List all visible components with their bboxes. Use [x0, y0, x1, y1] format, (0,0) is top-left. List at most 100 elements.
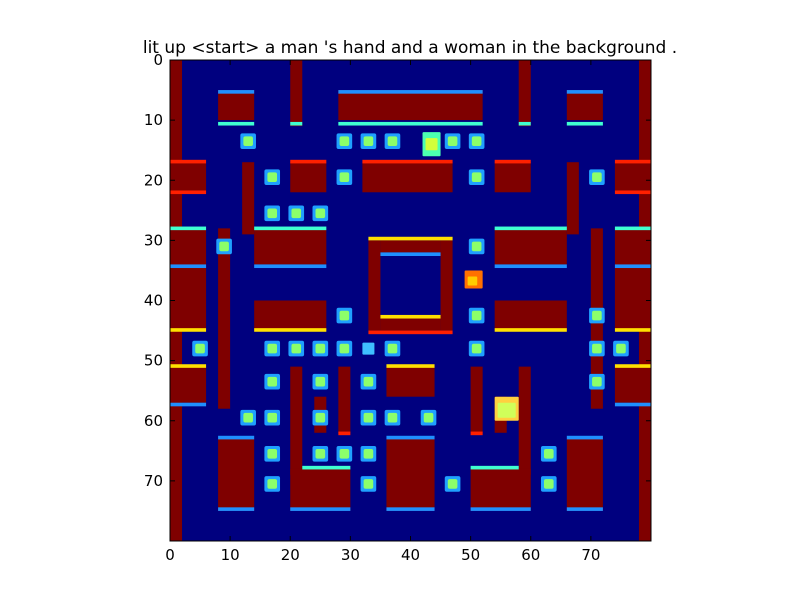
wall-block [170, 301, 206, 331]
pellet [364, 413, 374, 423]
x-tick-label: 40 [401, 546, 420, 564]
wall-block [254, 301, 326, 331]
wall-edge [380, 315, 440, 319]
wall-edge [170, 264, 206, 268]
wall-edge [368, 237, 452, 241]
pellet [364, 377, 374, 387]
pellet [592, 344, 602, 354]
wall-edge [290, 160, 326, 164]
wall-block [495, 228, 567, 264]
pellet [616, 344, 626, 354]
wall-edge [386, 364, 434, 368]
wall-block [290, 162, 326, 192]
pellet [472, 311, 482, 321]
pellet [316, 209, 326, 219]
wall-edge [170, 227, 206, 231]
wall-block [218, 228, 230, 408]
y-tick-label: 70 [144, 472, 163, 490]
wall-block [615, 162, 651, 192]
wall-edge [290, 122, 302, 126]
pellet [364, 479, 374, 489]
pellet [592, 311, 602, 321]
wall-block [362, 162, 452, 192]
wall-edge [615, 160, 651, 164]
wall-block [386, 439, 434, 511]
y-tick-label: 20 [144, 171, 163, 189]
wall-edge [519, 122, 531, 126]
pellet [267, 377, 277, 387]
wall-block [290, 367, 302, 475]
wall-block [368, 240, 380, 330]
pellet [364, 449, 374, 459]
wall-block [471, 469, 531, 511]
y-tick-label: 30 [144, 231, 163, 249]
pellet [340, 344, 350, 354]
wall-block [170, 162, 206, 192]
pellet [472, 344, 482, 354]
y-tick-label: 50 [144, 352, 163, 370]
x-tick-label: 50 [461, 546, 480, 564]
pellet [592, 377, 602, 387]
pellet [267, 479, 277, 489]
wall-edge [495, 227, 567, 231]
wall-block [471, 367, 483, 433]
pellet [472, 242, 482, 252]
wall-block [495, 162, 531, 192]
wall-block [380, 240, 440, 252]
sprite [426, 138, 438, 150]
wall-block [170, 367, 206, 403]
wall-block [338, 367, 350, 433]
pellet [316, 377, 326, 387]
pellet [195, 344, 205, 354]
wall-block [567, 162, 579, 234]
wall-edge [615, 190, 651, 194]
wall-edge [615, 264, 651, 268]
wall-block [495, 301, 567, 331]
pellet [340, 172, 350, 182]
pellet [219, 242, 229, 252]
wall-block [567, 439, 603, 511]
y-tick-label: 10 [144, 111, 163, 129]
pellet [364, 136, 374, 146]
wall-block [218, 439, 254, 511]
y-tick-label: 0 [153, 51, 163, 69]
pellet [291, 209, 301, 219]
x-tick-label: 0 [165, 546, 175, 564]
pellet [267, 449, 277, 459]
pellet [544, 449, 554, 459]
x-tick-label: 30 [341, 546, 360, 564]
heatmap-image [170, 60, 651, 541]
wall-edge [567, 436, 603, 440]
pellet [267, 209, 277, 219]
pellet [267, 172, 277, 182]
pellet [316, 413, 326, 423]
wall-edge [615, 364, 651, 368]
wall-edge [218, 90, 254, 94]
pellet [448, 136, 458, 146]
wall-edge [338, 90, 482, 94]
wall-edge [615, 227, 651, 231]
wall-edge [254, 264, 326, 268]
sprite [362, 343, 374, 355]
pellet [388, 136, 398, 146]
wall-edge [218, 507, 254, 511]
pellet [340, 311, 350, 321]
wall-edge [218, 436, 254, 440]
pellet [340, 136, 350, 146]
pellet [424, 413, 434, 423]
wall-edge [495, 328, 567, 332]
wall-block [218, 90, 254, 120]
wall-block [290, 469, 350, 511]
wall-edge [471, 466, 519, 470]
wall-edge [471, 432, 483, 436]
wall-edge [338, 122, 482, 126]
wall-block [567, 90, 603, 120]
pellet [472, 172, 482, 182]
pellet [448, 479, 458, 489]
wall-block [242, 162, 254, 234]
wall-block [386, 367, 434, 397]
x-tick-label: 70 [581, 546, 600, 564]
wall-edge [170, 328, 206, 332]
sprite [468, 276, 478, 285]
wall-block [441, 240, 453, 330]
